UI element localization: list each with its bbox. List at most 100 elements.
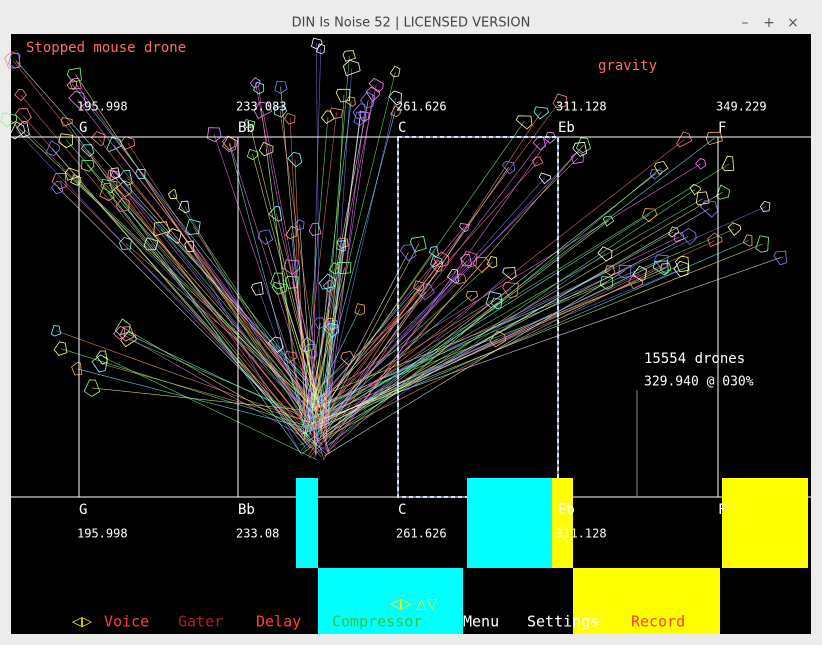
- drone: [354, 303, 365, 316]
- drone-trail: [108, 184, 318, 419]
- drone: [66, 78, 78, 90]
- drone: [318, 273, 336, 290]
- drone: [653, 254, 669, 269]
- drone: [109, 167, 121, 179]
- menu-item[interactable]: Settings: [527, 613, 599, 631]
- drone: [287, 151, 303, 168]
- drone: [618, 264, 632, 279]
- drone: [253, 101, 273, 119]
- drone: [486, 256, 498, 269]
- drone-trail: [265, 148, 306, 444]
- drone: [221, 135, 236, 151]
- menu-item[interactable]: Gater: [178, 613, 223, 631]
- block: [722, 478, 808, 568]
- drone: [342, 59, 361, 77]
- drone: [628, 275, 643, 290]
- drone: [294, 219, 305, 231]
- drone-trail: [23, 128, 306, 410]
- menu-item[interactable]: Compressor: [332, 613, 422, 631]
- maximize-button[interactable]: +: [763, 15, 775, 31]
- drone: [501, 160, 516, 175]
- drone-trail: [127, 333, 303, 417]
- drone-trail: [324, 252, 409, 412]
- close-button[interactable]: ×: [787, 15, 799, 31]
- drone-trail: [310, 120, 525, 428]
- drone-trail: [289, 118, 306, 434]
- drone: [283, 259, 301, 275]
- drone: [641, 208, 658, 223]
- drone-trail: [91, 387, 302, 411]
- drone: [345, 96, 356, 107]
- drone: [16, 121, 30, 138]
- drone-trail: [323, 330, 332, 439]
- drone: [604, 265, 616, 276]
- drone-trail: [325, 163, 730, 413]
- drone-trail: [327, 94, 345, 418]
- drone: [654, 160, 669, 175]
- note-name: Eb: [558, 120, 575, 136]
- drone-trail: [300, 231, 674, 446]
- drone: [118, 169, 133, 186]
- drone-trail: [324, 94, 374, 409]
- drone-trail: [319, 118, 361, 433]
- drone: [316, 43, 326, 55]
- drone: [446, 269, 459, 284]
- drone: [329, 107, 344, 120]
- menu-item[interactable]: Record: [631, 613, 685, 631]
- drone: [353, 111, 367, 126]
- drone: [689, 183, 701, 196]
- drone: [572, 141, 588, 157]
- drone-trail: [318, 100, 561, 425]
- drone: [359, 91, 376, 109]
- drone: [597, 246, 613, 262]
- level-blocks: [296, 478, 808, 634]
- drone: [114, 318, 131, 336]
- drone-trail: [315, 43, 321, 402]
- drone: [0, 112, 18, 128]
- drone-trail: [127, 142, 307, 417]
- menu-item[interactable]: Delay: [256, 613, 301, 631]
- drone-trail: [71, 84, 325, 406]
- status-mode: Stopped mouse drone: [26, 40, 186, 56]
- drone: [342, 50, 356, 62]
- drone: [515, 115, 533, 130]
- drone: [53, 341, 68, 356]
- menu-item[interactable]: Voice: [104, 613, 149, 631]
- drone: [81, 159, 95, 172]
- menu-item[interactable]: Menu: [463, 613, 499, 631]
- note-frequency: 233.08: [236, 527, 279, 541]
- drone: [759, 200, 771, 212]
- drone: [118, 236, 132, 250]
- drone: [679, 227, 697, 246]
- drone: [409, 236, 427, 253]
- drone: [51, 172, 67, 190]
- drone-trail: [323, 167, 509, 437]
- drone-trail: [115, 172, 318, 425]
- minimize-button[interactable]: –: [742, 15, 749, 31]
- drone: [251, 281, 264, 296]
- drone-trail: [128, 339, 312, 418]
- drone-trail: [8, 118, 320, 413]
- drone-trail: [119, 332, 327, 451]
- drone: [399, 244, 417, 262]
- drone: [178, 200, 190, 214]
- drone-trail: [308, 261, 437, 456]
- note-frequency: 349.229: [716, 100, 767, 114]
- drone: [649, 168, 663, 180]
- drone-trail: [324, 270, 626, 457]
- block: [467, 478, 552, 568]
- gravity-label: gravity: [598, 58, 657, 74]
- note-name: C: [398, 120, 406, 136]
- drone: [365, 86, 381, 103]
- drone-trail: [75, 179, 315, 406]
- drone: [60, 117, 73, 127]
- drone-trail: [310, 270, 611, 419]
- drone-trail: [122, 326, 309, 436]
- drone-trail: [313, 282, 328, 445]
- drone-trail: [321, 272, 510, 442]
- drone-trail: [278, 280, 319, 405]
- drone-trail: [112, 174, 316, 454]
- drone-trail: [301, 112, 337, 419]
- drone-trail: [228, 142, 309, 442]
- drone: [106, 137, 123, 153]
